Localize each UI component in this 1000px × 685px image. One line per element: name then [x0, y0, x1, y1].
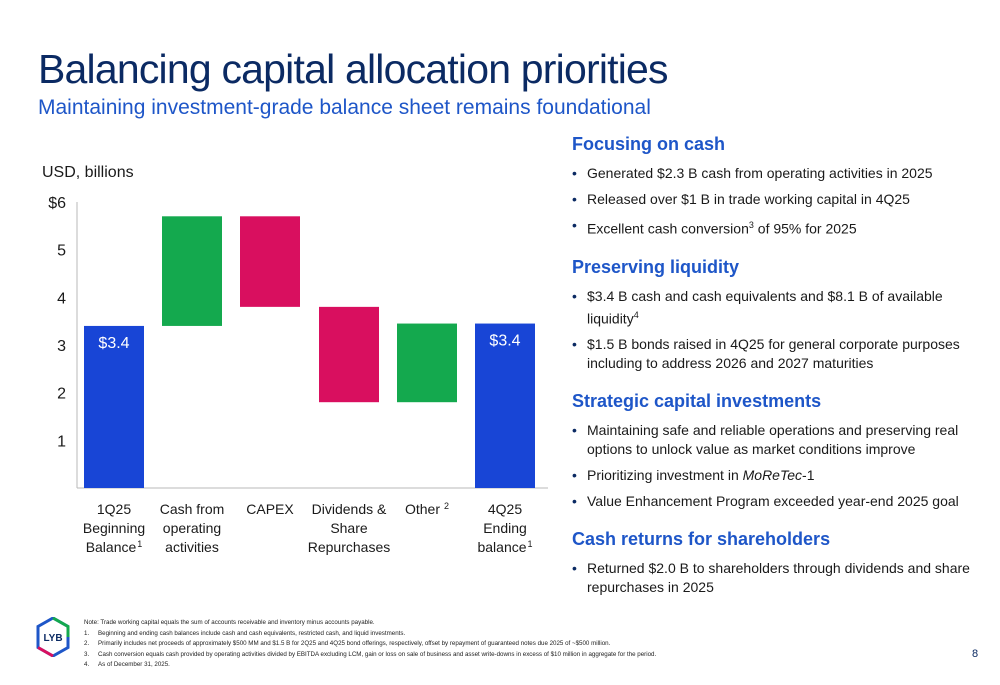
x-category-label: activities: [165, 539, 219, 555]
y-tick-label: 3: [57, 338, 66, 355]
bar-total: [84, 325, 144, 488]
section-heading: Preserving liquidity: [572, 256, 740, 277]
x-category-label: Beginning: [83, 520, 145, 536]
footnote-item: 1. Beginning and ending cash balances inc…: [84, 629, 406, 637]
footnote-note: Note: Trade working capital equals the s…: [84, 619, 375, 626]
x-category-label: Dividends &: [312, 501, 387, 517]
right-column: Focusing on cash Generated $2.3 B cash fr…: [572, 134, 972, 615]
bullet-item: Released over $1 B in trade working capi…: [572, 190, 972, 209]
bar-decrease: [319, 306, 379, 403]
bullet-list: Maintaining safe and reliable operations…: [572, 421, 972, 511]
x-category-label: operating: [163, 520, 221, 536]
page-title: Balancing capital allocation priorities: [38, 46, 669, 92]
x-category-label: Balance1: [86, 539, 143, 555]
footnote-marker: 1: [137, 539, 142, 549]
waterfall-chart: 1 2 3 4 5 $6 $3.4 $3.4 1Q25 Beginning Balance1 Cash…: [48, 195, 548, 555]
svg-text:LYB: LYB: [43, 633, 62, 644]
bullet-item: Value Enhancement Program exceeded year-…: [572, 492, 972, 511]
page-number: 8: [972, 648, 979, 660]
x-category-label: Cash from: [160, 501, 225, 517]
y-tick-label: 4: [57, 290, 66, 307]
section: Preserving liquidity $3.4 B cash and cash…: [572, 257, 972, 374]
bullet-item: Generated $2.3 B cash from operating act…: [572, 164, 972, 183]
bullet-item: $3.4 B cash and cash equivalents and $8.…: [572, 287, 972, 329]
x-category-label: 1Q25: [97, 501, 131, 517]
section: Focusing on cash Generated $2.3 B cash fr…: [572, 134, 972, 239]
y-tick-label: 5: [57, 243, 66, 260]
bullet-item: Excellent cash conversion3 of 95% for 20…: [572, 216, 972, 239]
footnote-item: 2. Primarily includes net proceeds of app…: [84, 640, 611, 648]
footnote-item: 3. Cash conversion equals cash provided b…: [84, 650, 657, 658]
x-category-label: CAPEX: [246, 501, 294, 517]
x-category-label: 4Q25: [488, 501, 522, 517]
section-heading: Cash returns for shareholders: [572, 529, 831, 550]
bullet-item: Maintaining safe and reliable operations…: [572, 421, 972, 459]
lyb-logo-icon: LYB: [36, 617, 70, 657]
x-category-label: Ending: [483, 520, 527, 536]
page-subtitle: Maintaining investment-grade balance she…: [38, 96, 651, 119]
section: Cash returns for shareholders Returned $2…: [572, 529, 972, 597]
footnote-marker: 1: [528, 539, 533, 549]
section-heading: Focusing on cash: [572, 134, 726, 154]
chart-unit-label: USD, billions: [42, 164, 134, 181]
bullet-list: Generated $2.3 B cash from operating act…: [572, 164, 972, 239]
bullet-item: Returned $2.0 B to shareholders through …: [572, 559, 972, 597]
bar-decrease: [240, 216, 300, 307]
bullet-item: $1.5 B bonds raised in 4Q25 for general …: [572, 335, 972, 373]
y-tick-label: $6: [48, 195, 66, 212]
footnotes: Note: Trade working capital equals the s…: [84, 618, 944, 671]
bullet-list: $3.4 B cash and cash equivalents and $8.…: [572, 287, 972, 374]
bar-total: [475, 323, 535, 488]
section: Strategic capital investments Maintaining…: [572, 391, 972, 511]
bar-value-label: $3.4: [98, 335, 129, 352]
section-heading: Strategic capital investments: [572, 391, 822, 412]
y-tick-label: 2: [57, 386, 66, 403]
bar-value-label: $3.4: [489, 333, 520, 350]
bar-increase: [162, 216, 222, 326]
y-tick-label: 1: [57, 433, 66, 450]
bullet-item: Prioritizing investment in MoReTec-1: [572, 466, 972, 485]
bar-increase: [397, 323, 457, 403]
x-category-label: Other 2: [405, 501, 449, 517]
x-category-label: Repurchases: [308, 539, 391, 555]
footnote-item: 4. As of December 31, 2025.: [84, 661, 170, 669]
x-category-label: Share: [330, 520, 368, 536]
bullet-list: Returned $2.0 B to shareholders through …: [572, 559, 972, 597]
x-category-label: balance1: [477, 539, 532, 555]
footnote-marker: 2: [444, 501, 449, 511]
